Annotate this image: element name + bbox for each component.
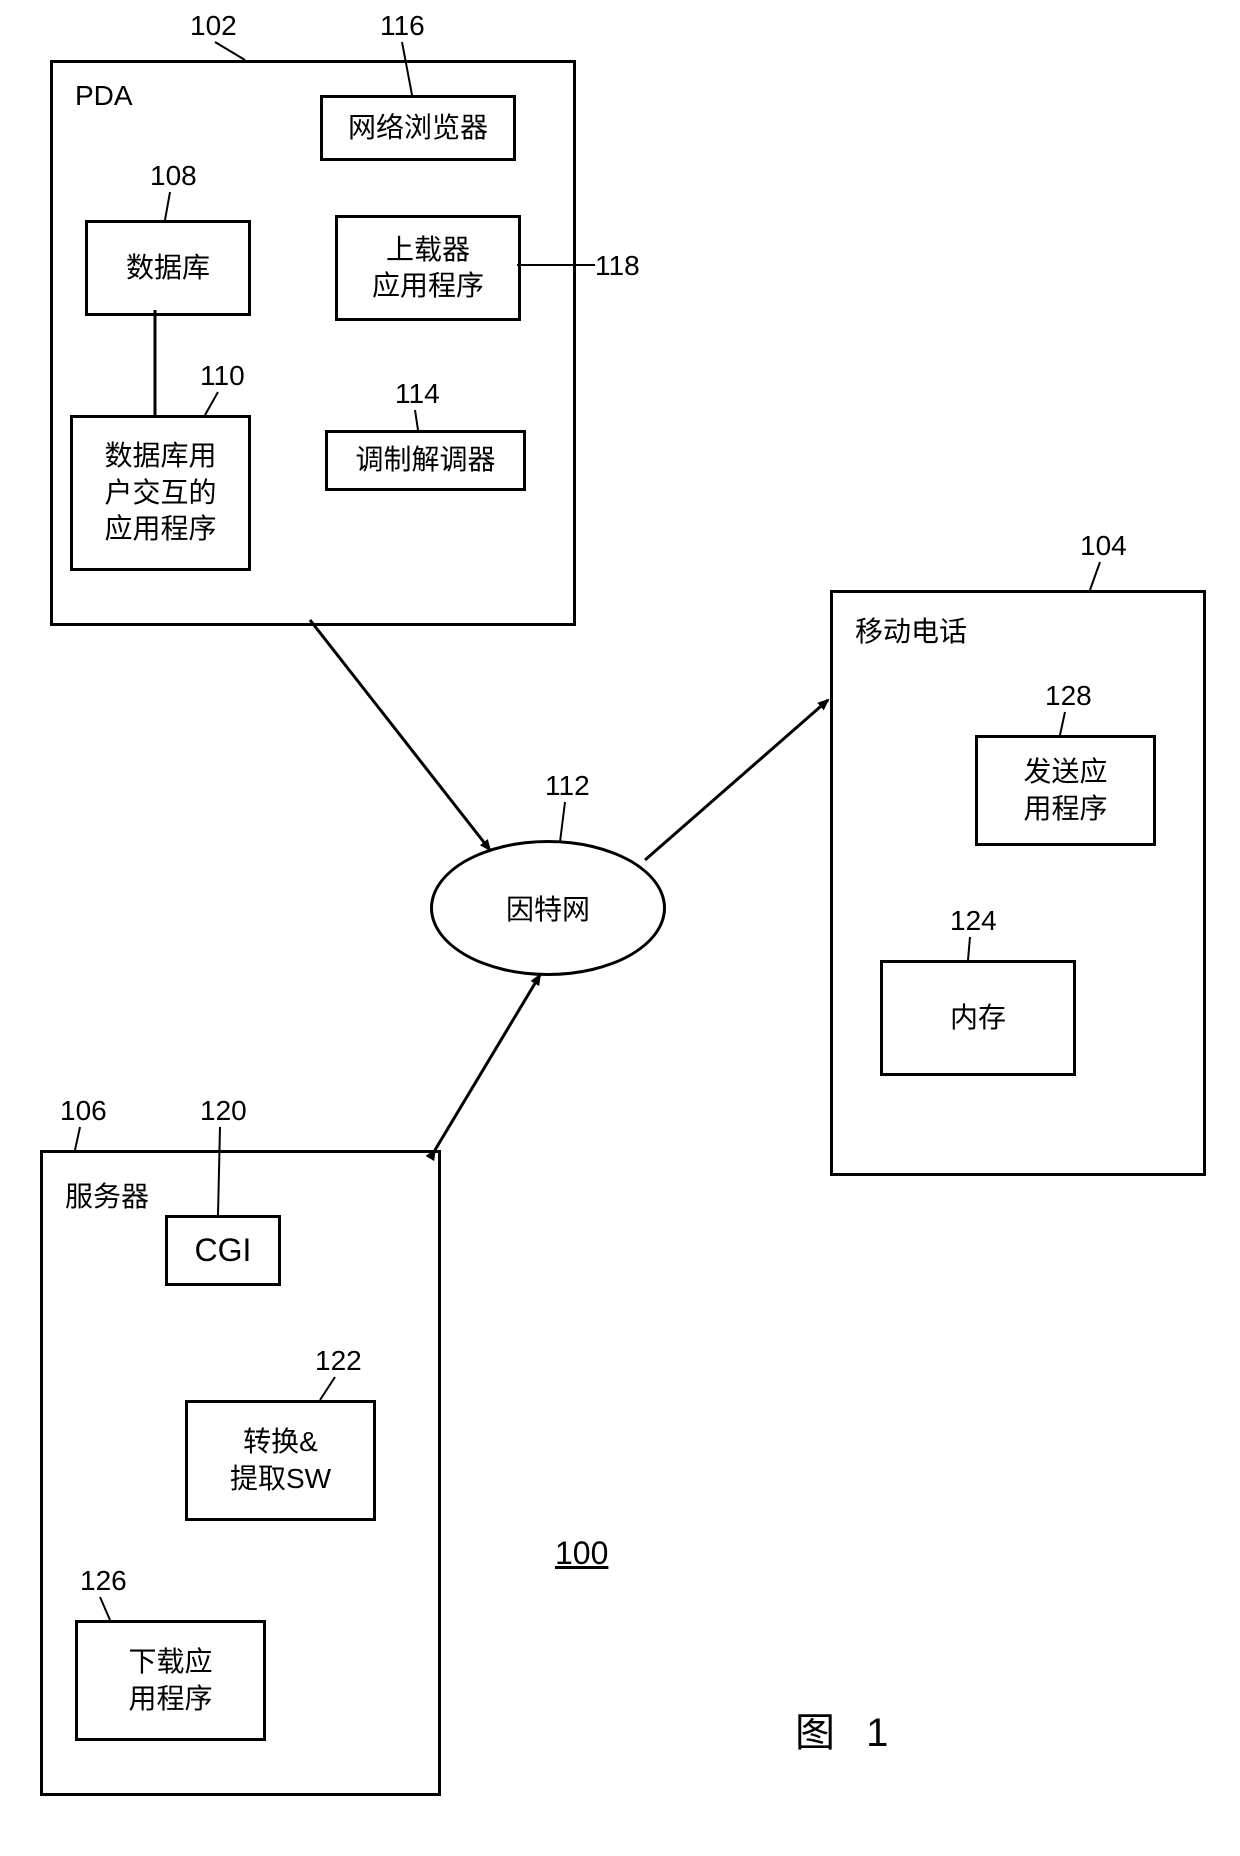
modem-ref: 114 <box>395 378 440 410</box>
download-label: 下载应 用程序 <box>128 1644 212 1717</box>
cgi-box: CGI <box>165 1215 281 1286</box>
download-ref: 126 <box>80 1565 127 1597</box>
server-ref: 106 <box>60 1095 107 1127</box>
convert-label: 转换& 提取SW <box>230 1424 331 1497</box>
database-label: 数据库 <box>126 250 210 286</box>
diagram-canvas: PDA 102 网络浏览器 116 数据库 108 上载器 应用程序 118 调… <box>0 0 1240 1856</box>
internet-label: 因特网 <box>506 888 590 928</box>
convert-ref: 122 <box>315 1345 362 1377</box>
server-title: 服务器 <box>65 1175 149 1215</box>
mobile-ref: 104 <box>1080 530 1127 562</box>
cgi-label: CGI <box>195 1230 252 1272</box>
memory-box: 内存 <box>880 960 1076 1076</box>
mobile-title: 移动电话 <box>855 610 967 650</box>
internet-ref: 112 <box>545 770 590 802</box>
modem-box: 调制解调器 <box>325 430 526 491</box>
modem-label: 调制解调器 <box>355 442 495 478</box>
db-interact-label: 数据库用 户交互的 应用程序 <box>104 438 216 547</box>
pda-title: PDA <box>75 80 133 112</box>
download-box: 下载应 用程序 <box>75 1620 266 1741</box>
browser-label: 网络浏览器 <box>348 110 488 146</box>
send-app-label: 发送应 用程序 <box>1023 754 1107 827</box>
database-box: 数据库 <box>85 220 251 316</box>
uploader-label: 上载器 应用程序 <box>372 232 484 305</box>
browser-box: 网络浏览器 <box>320 95 516 161</box>
pda-ref: 102 <box>190 10 237 42</box>
figure-label: 图 1 <box>795 1700 898 1758</box>
uploader-box: 上载器 应用程序 <box>335 215 521 321</box>
cgi-ref: 120 <box>200 1095 247 1127</box>
internet-node: 因特网 <box>430 840 666 976</box>
db-interact-ref: 110 <box>200 360 245 392</box>
db-interact-box: 数据库用 户交互的 应用程序 <box>70 415 251 571</box>
memory-ref: 124 <box>950 905 997 937</box>
browser-ref: 116 <box>380 10 425 42</box>
uploader-ref: 118 <box>595 250 640 282</box>
memory-label: 内存 <box>950 1000 1006 1036</box>
convert-box: 转换& 提取SW <box>185 1400 376 1521</box>
send-app-box: 发送应 用程序 <box>975 735 1156 846</box>
figure-number: 100 <box>555 1535 608 1572</box>
send-app-ref: 128 <box>1045 680 1092 712</box>
mobile-container <box>830 590 1206 1176</box>
database-ref: 108 <box>150 160 197 192</box>
